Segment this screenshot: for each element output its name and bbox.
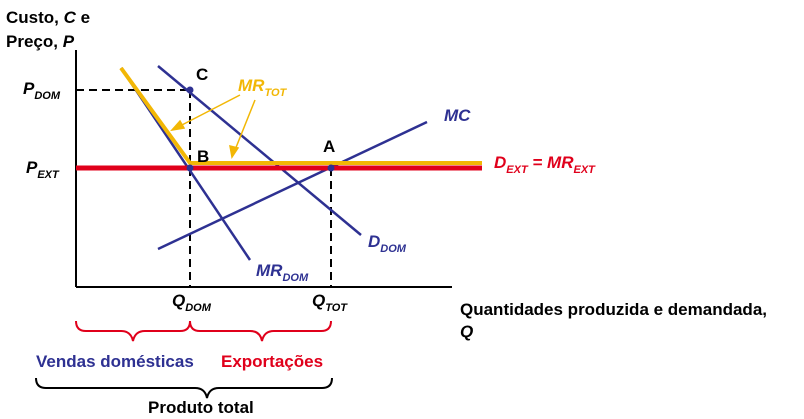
point-b-dot [186,164,194,172]
domestic-brace [75,320,191,342]
point-a-dot [327,164,335,172]
domestic-sales-label: Vendas domésticas [36,352,194,371]
d-dom-curve [157,65,362,236]
tick-p-dom: PDOM [23,79,61,102]
exports-label: Exportações [221,352,323,371]
mr-tot-arrows [170,94,256,159]
d-ext-label: DEXT = MREXT [494,153,596,176]
mr-tot-curve [119,66,482,165]
tick-q-tot: QTOT [312,291,348,314]
total-brace [35,377,333,399]
d-dom-label: DDOM [368,232,407,255]
mc-label: MC [444,106,471,125]
y-axis-label-line2: Preço, P [6,32,75,51]
y-axis-label-line1: Custo, C e [6,8,90,27]
tick-q-dom: QDOM [172,291,212,314]
mc-curve [157,120,428,251]
mr-tot-label: MRTOT [238,76,288,99]
point-a-label: A [323,137,335,156]
exports-brace [189,320,332,342]
x-axis-label-line1: Quantidades produzida e demandada, [460,300,767,319]
x-axis-label-line2: Q [460,322,473,341]
point-c-label: C [196,65,208,84]
point-c-dot [186,86,194,94]
point-b-label: B [197,147,209,166]
mr-dom-label: MRDOM [256,261,309,284]
tick-p-ext: PEXT [26,158,60,181]
total-output-label: Produto total [148,398,254,417]
